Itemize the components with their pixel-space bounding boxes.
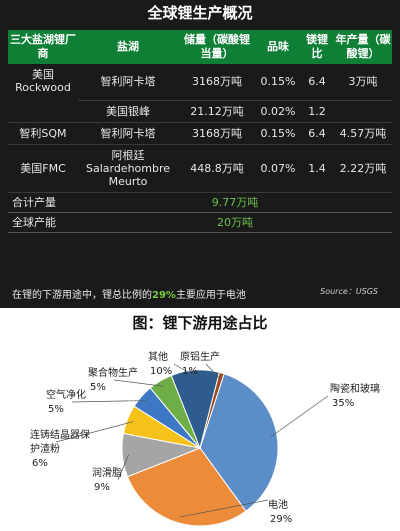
cell-company: 智利SQM [8,122,78,145]
cell-lake: 智利阿卡塔 [78,64,178,101]
cell-grade: 0.02% [256,100,300,123]
note-highlight: 29% [152,290,176,301]
cell-output [334,100,392,123]
usage-note: 在锂的下游用途中，锂总比例的29%主要应用于电池 [12,286,246,301]
cell-company: 美国Rockwood [8,64,78,123]
cell-mg-li: 1.4 [300,144,334,193]
cell-reserve: 3168万吨 [178,122,256,145]
slice-label: 其他 10% [148,350,172,377]
slice-label: 润滑脂 9% [92,466,122,493]
table-row: 美国银峰 21.12万吨 0.02% 1.2 [8,100,392,123]
total-row: 合计产量 9.77万吨 [8,192,392,213]
table-row: 智利SQM 智利阿卡塔 3168万吨 0.15% 6.4 4.57万吨 [8,122,392,145]
slice-label: 连铸结晶器保护渣粉 6% [30,428,90,469]
source-label: Source：USGS [320,287,378,296]
note-prefix: 在锂的下游用途中，锂总比例的 [12,290,152,301]
pie-slice [199,371,225,449]
leader-line [179,499,269,518]
total-label: 合计产量 [8,192,78,213]
cell-output: 2.22万吨 [334,144,392,193]
capacity-row: 全球产能 20万吨 [8,212,392,233]
leader-line [270,395,329,438]
cell-mg-li: 6.4 [300,122,334,145]
col-header-company: 三大盐湖锂厂商 [8,30,78,64]
cell-mg-li: 1.2 [300,100,334,123]
slice-label: 原铝生产 1% [180,350,220,377]
cell-company: 美国FMC [8,144,78,193]
cell-grade: 0.15% [256,64,300,101]
cell-mg-li: 6.4 [300,64,334,101]
slice-label: 电池 29% [268,498,292,525]
slice-label: 聚合物生产 5% [88,366,138,393]
cell-lake: 阿根廷Salardehombre Meurto [78,144,178,193]
pie-slice [199,373,279,512]
cell-output: 4.57万吨 [334,122,392,145]
pie-slice [126,447,247,527]
chart-title: 图：锂下游用途占比 [132,314,268,332]
cell-lake: 智利阿卡塔 [78,122,178,145]
leader-line [71,400,147,403]
capacity-value: 20万吨 [78,212,392,233]
cell-lake: 美国银峰 [78,100,178,123]
col-header-lake: 盐湖 [78,30,178,64]
slice-label: 陶瓷和玻璃 35% [330,382,380,409]
leader-line [205,363,221,380]
total-value: 9.77万吨 [78,192,392,213]
table-header-row: 三大盐湖锂厂商 盐湖 储量（碳酸锂当量） 品味 镁锂比 年产量（碳酸锂） [8,30,392,64]
cell-reserve: 3168万吨 [178,64,256,101]
col-header-grade: 品味 [256,30,300,64]
cell-reserve: 21.12万吨 [178,100,256,123]
cell-grade: 0.15% [256,122,300,145]
lithium-production-table: 三大盐湖锂厂商 盐湖 储量（碳酸锂当量） 品味 镁锂比 年产量（碳酸锂） 美国R… [8,30,392,233]
cell-reserve: 448.8万吨 [178,144,256,193]
table-row: 美国FMC 阿根廷Salardehombre Meurto 448.8万吨 0.… [8,144,392,193]
cell-grade: 0.07% [256,144,300,193]
table-row: 美国Rockwood 智利阿卡塔 3168万吨 0.15% 6.4 3万吨 [8,64,392,123]
col-header-mg-li: 镁锂比 [300,30,334,64]
leader-line [113,379,164,387]
leader-line [173,363,196,377]
leader-line [117,454,129,481]
page-title: 全球锂生产概况 [147,4,253,22]
pie-chart: 陶瓷和玻璃 35% 电池 29% 润滑脂 9%连铸结晶器保护渣粉 6% 空气净化 5%聚合物生产… [30,350,380,527]
col-header-output: 年产量（碳酸锂） [334,30,392,64]
col-header-reserve: 储量（碳酸锂当量） [178,30,256,64]
capacity-label: 全球产能 [8,212,78,233]
cell-output: 3万吨 [334,64,392,101]
slice-label: 空气净化 5% [46,388,86,415]
leader-line [55,421,134,443]
note-suffix: 主要应用于电池 [175,290,246,301]
